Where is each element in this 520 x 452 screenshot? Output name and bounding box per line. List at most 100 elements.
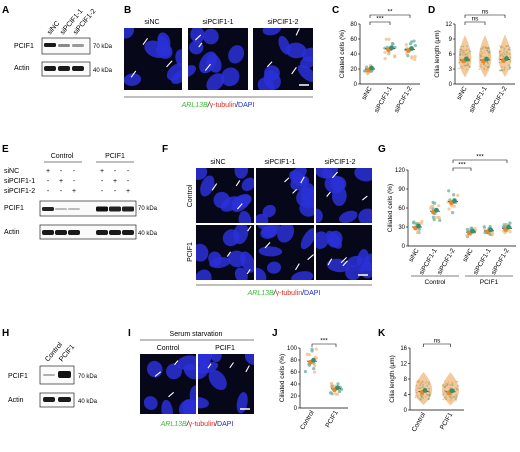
data-point	[468, 60, 471, 63]
panel-a-row-pcif1: PCIF1	[14, 43, 34, 50]
cilium-marker	[295, 263, 300, 271]
panel-j-letter: J	[272, 328, 278, 339]
data-point	[457, 380, 459, 383]
data-point	[452, 204, 456, 208]
panel-f-row-control: Control	[187, 184, 194, 207]
panel-e-blot-pcif1	[39, 200, 137, 217]
nucleus	[234, 267, 248, 280]
data-point	[487, 46, 489, 49]
data-point	[487, 50, 489, 53]
panel-e-band	[55, 230, 67, 235]
cilium-marker	[235, 180, 241, 187]
panel-e-sign: -	[101, 178, 104, 185]
data-point	[487, 47, 490, 50]
data-point	[363, 69, 367, 73]
mean-marker	[409, 46, 414, 51]
nucleus	[241, 177, 254, 192]
data-point	[507, 44, 510, 47]
data-point	[415, 384, 418, 387]
x-tick-label: PCIF1	[439, 411, 454, 431]
data-point	[467, 48, 470, 51]
panel-e-row-label: siPCIF1-1	[4, 178, 35, 185]
data-point	[499, 53, 502, 56]
cilium-marker	[340, 256, 347, 264]
data-point	[444, 386, 446, 389]
nucleus	[199, 51, 217, 74]
nucleus	[210, 354, 222, 363]
sig-bracket	[452, 159, 508, 163]
panel-f-image	[256, 168, 314, 223]
mean-marker	[389, 45, 394, 51]
data-point	[480, 50, 483, 53]
data-point	[450, 396, 453, 399]
data-point	[503, 53, 506, 56]
x-tick-label: siPCIF1-2	[393, 85, 414, 114]
data-point	[420, 219, 424, 224]
y-tick-label: 60	[350, 37, 357, 43]
y-tick-label: 0	[449, 82, 453, 88]
data-point	[426, 394, 429, 396]
panel-f-col-3: siPCIF1-2	[324, 159, 355, 166]
cilium-marker	[166, 60, 173, 68]
sig-label: ns	[482, 9, 490, 16]
data-point	[488, 64, 490, 67]
data-point	[444, 396, 446, 399]
data-point	[508, 67, 511, 70]
data-point	[459, 57, 462, 60]
data-point	[414, 394, 417, 397]
data-point	[456, 193, 460, 197]
data-point	[461, 67, 464, 69]
violin-distribution	[498, 34, 512, 77]
mean-marker	[488, 227, 493, 233]
data-point	[498, 61, 501, 64]
panel-e-band	[122, 230, 134, 235]
nucleus	[124, 73, 142, 86]
cilium-marker	[194, 34, 202, 41]
cilium-marker	[327, 258, 333, 266]
data-point	[458, 67, 461, 70]
stain-dapi: DAPI	[304, 290, 320, 297]
nucleus	[203, 28, 219, 45]
panel-g-chart: 0 30 60 90 120 Ciliated cells (%) siNC siPCIF1-…	[387, 154, 516, 286]
sig-label: **	[387, 9, 393, 16]
nucleus	[196, 269, 212, 280]
panel-i-col-pcif1: PCIF1	[215, 345, 235, 352]
data-point	[486, 61, 489, 64]
panel-h-band	[58, 397, 71, 402]
stain-sep: /	[215, 421, 217, 428]
panel-e-blot-actin	[39, 224, 137, 240]
panel-e-blot-pcif1-label: PCIF1	[4, 205, 24, 212]
panel-e-sign: +	[72, 188, 76, 195]
nucleus	[339, 210, 358, 223]
data-point	[478, 68, 481, 71]
nucleus	[316, 231, 329, 249]
data-point	[509, 60, 512, 63]
panel-f-image	[196, 225, 254, 280]
data-point	[449, 384, 452, 386]
panel-b-letter: B	[124, 5, 131, 16]
data-point	[415, 231, 420, 235]
nucleus	[175, 49, 182, 68]
data-point	[499, 54, 502, 57]
data-point	[479, 54, 482, 56]
nucleus	[291, 271, 314, 280]
panel-e-sign: -	[114, 188, 117, 195]
data-point	[500, 69, 503, 72]
panel-h-blot-actin	[39, 392, 75, 408]
y-tick-label: 0	[354, 82, 358, 88]
data-point	[483, 49, 486, 52]
panel-h-band	[43, 397, 55, 402]
data-point	[441, 384, 444, 387]
data-point	[421, 385, 424, 388]
x-tick-label: siPCIF1-2	[488, 85, 509, 114]
x-tick-label: PCIF1	[324, 409, 339, 429]
data-point	[413, 54, 417, 59]
data-point	[452, 193, 456, 197]
data-point	[500, 46, 503, 49]
panel-e-sign: -	[73, 168, 76, 175]
nucleus	[161, 399, 173, 414]
nucleus	[300, 228, 314, 250]
stain-sep: /	[186, 421, 190, 428]
data-point	[501, 51, 504, 54]
